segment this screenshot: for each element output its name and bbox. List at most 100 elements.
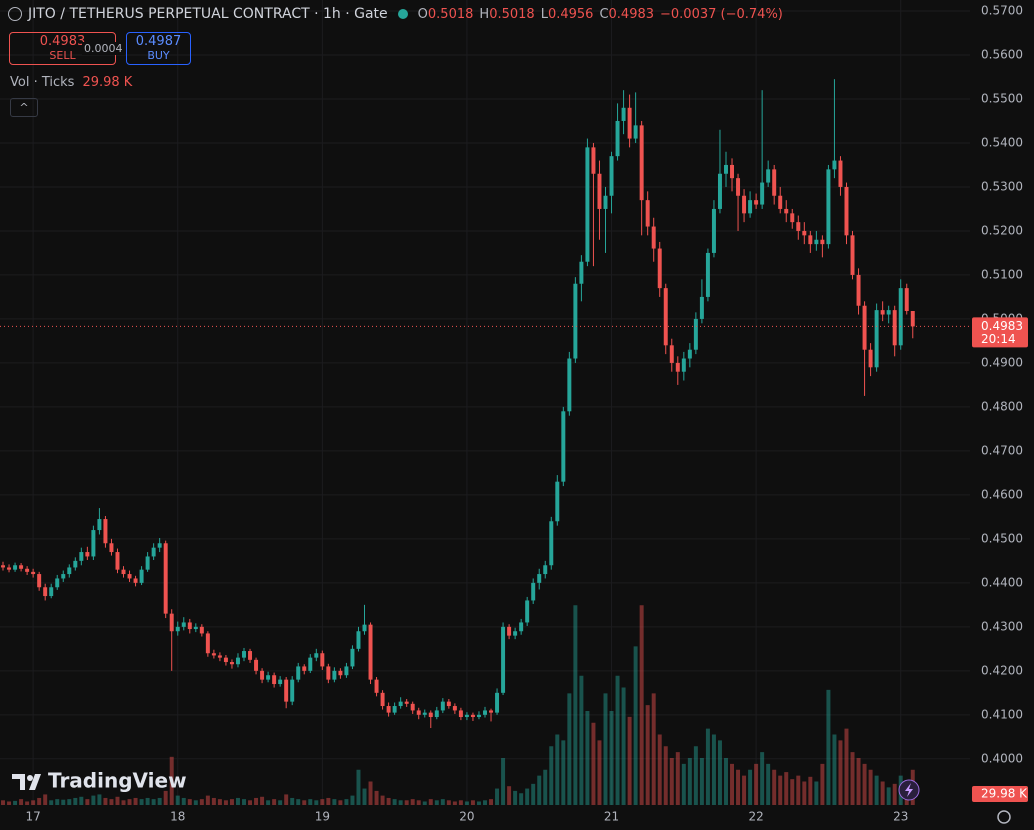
- candle-body: [748, 200, 753, 214]
- candle-body: [681, 358, 686, 372]
- candle-body: [621, 107, 626, 121]
- candle-body: [838, 160, 843, 187]
- candle-body: [856, 274, 861, 306]
- sell-price: 0.4983: [39, 33, 86, 49]
- collapse-button[interactable]: ^: [10, 98, 38, 117]
- candle-body: [585, 147, 590, 262]
- volume-bar: [254, 797, 259, 805]
- volume-bar: [489, 799, 494, 805]
- volume-bar: [814, 781, 819, 805]
- volume-bar: [169, 756, 174, 805]
- candle-body: [705, 252, 710, 297]
- candle-body: [368, 624, 373, 680]
- volume-bar: [495, 788, 500, 805]
- volume-bar: [193, 800, 198, 805]
- candle-body: [579, 261, 584, 284]
- candle-body: [31, 571, 36, 575]
- candle-body: [193, 626, 198, 630]
- volume-bar: [290, 797, 295, 805]
- x-tick-label: 22: [748, 810, 763, 824]
- volume-bar: [603, 693, 608, 805]
- candle-body: [235, 657, 240, 665]
- y-tick-label: 0.4900: [981, 355, 1023, 369]
- y-tick-label: 0.4100: [981, 707, 1023, 721]
- candle-body: [290, 679, 295, 702]
- volume-bar: [217, 799, 222, 805]
- candle-body: [470, 714, 475, 718]
- volume-bar: [211, 797, 216, 805]
- volume-bar: [874, 775, 879, 805]
- ohlc-value: 0.4956: [547, 6, 594, 22]
- volume-bar: [772, 769, 777, 805]
- volume-bar: [615, 675, 620, 805]
- market-status: [397, 9, 408, 19]
- candle-body: [43, 587, 48, 597]
- y-tick-label: 0.5500: [981, 91, 1023, 105]
- sell-button[interactable]: 0.4983 SELL: [9, 32, 116, 65]
- candle-body: [314, 653, 319, 658]
- candle-body: [489, 710, 494, 713]
- candle-body: [380, 692, 385, 707]
- settings-button[interactable]: [997, 810, 1011, 824]
- volume-bar: [838, 740, 843, 805]
- x-tick-label: 20: [459, 810, 474, 824]
- candle-body: [784, 208, 789, 214]
- candle-body: [428, 712, 433, 718]
- volume-bar: [350, 795, 355, 805]
- candle-body: [440, 701, 445, 711]
- candle-body: [603, 195, 608, 209]
- candle-body: [597, 173, 602, 209]
- candle-body: [687, 349, 692, 359]
- candle-body: [483, 710, 487, 715]
- volume-bar: [440, 799, 445, 805]
- volume-bar: [458, 800, 463, 805]
- volume-bar: [278, 800, 283, 805]
- symbol-icon: [8, 7, 22, 21]
- volume-bar: [332, 799, 337, 805]
- price-tag: [972, 317, 1028, 348]
- volume-bar: [657, 734, 662, 805]
- candle-body: [211, 653, 216, 656]
- candle-body: [67, 567, 72, 575]
- volume-bar: [97, 794, 102, 805]
- candle-body: [760, 182, 765, 205]
- volume-bar: [555, 734, 560, 805]
- volume-bar: [296, 799, 301, 805]
- candle-body: [398, 701, 403, 707]
- volume-bar: [766, 763, 771, 805]
- y-tick-label: 0.4600: [981, 487, 1023, 501]
- candle-body: [844, 186, 849, 236]
- spread: 0.0004: [82, 42, 125, 55]
- x-tick-label: 23: [893, 810, 908, 824]
- candle-body: [55, 578, 60, 588]
- volume-bar: [693, 746, 698, 805]
- candle-body: [242, 651, 246, 658]
- candle-body: [169, 613, 174, 632]
- volume-bar: [730, 763, 735, 805]
- buy-button[interactable]: 0.4987 BUY: [126, 32, 191, 65]
- volume-bar: [145, 797, 150, 805]
- y-tick-label: 0.4200: [981, 663, 1023, 677]
- buy-label: BUY: [147, 48, 170, 62]
- candle-body: [350, 648, 355, 667]
- volume-bar: [711, 734, 716, 805]
- candle-body: [730, 164, 735, 179]
- candle-body: [766, 169, 771, 183]
- candle-body: [127, 574, 132, 579]
- volume-bar: [37, 797, 42, 805]
- candle-body: [549, 521, 554, 566]
- volume-bar: [362, 788, 367, 805]
- candle-body: [880, 310, 885, 315]
- candle-body: [25, 568, 30, 572]
- volume-bar: [163, 790, 168, 805]
- candle-body: [832, 160, 837, 170]
- volume-bar: [308, 799, 313, 805]
- candle-body: [513, 631, 518, 636]
- ohlc-label: C: [599, 6, 609, 22]
- volume-bar: [597, 740, 602, 805]
- candle-body: [266, 675, 271, 680]
- candle-body: [663, 288, 668, 346]
- volume-bar: [13, 800, 18, 805]
- volume-bar: [223, 800, 228, 805]
- x-tick-label: 21: [604, 810, 619, 824]
